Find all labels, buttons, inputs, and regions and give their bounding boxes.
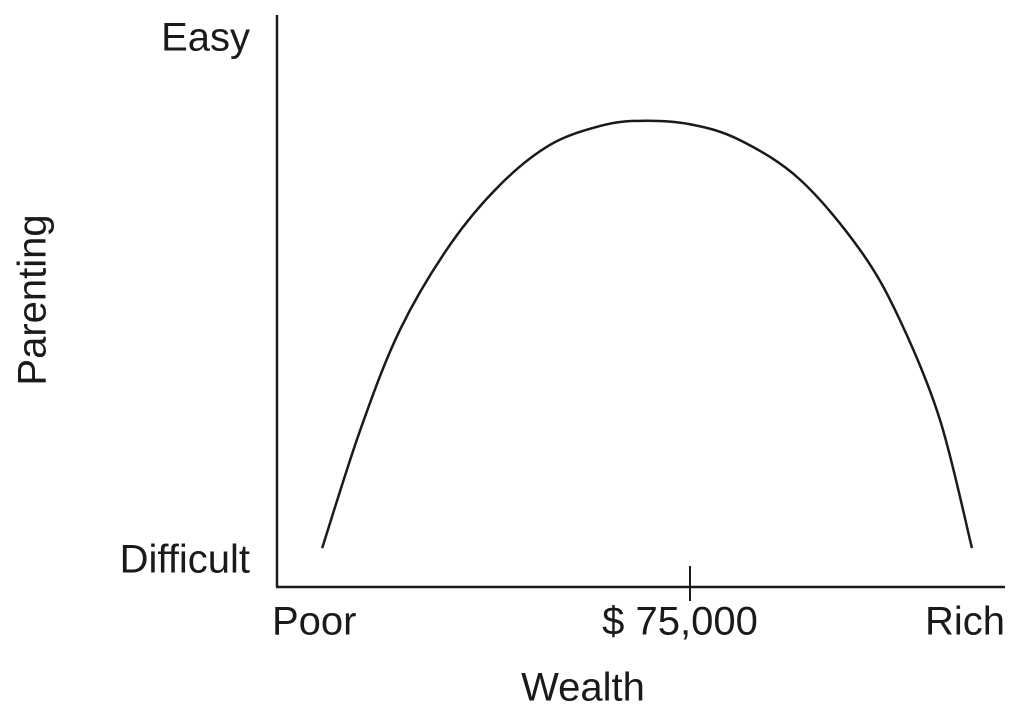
x-axis-label: Wealth xyxy=(521,666,645,710)
y-max-label: Easy xyxy=(161,16,250,60)
x-tick-label: $ 75,000 xyxy=(602,600,758,644)
y-min-label: Difficult xyxy=(120,538,250,582)
curve xyxy=(320,119,974,549)
y-axis-label: Parenting xyxy=(11,214,55,385)
x-min-label: Poor xyxy=(272,600,357,644)
x-max-label: Rich xyxy=(925,600,1005,644)
